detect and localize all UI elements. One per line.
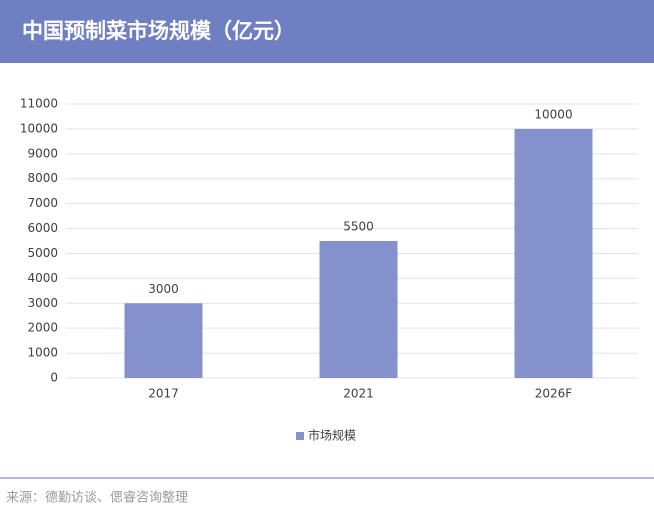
x-tick-label: 2026F <box>535 387 573 401</box>
bar <box>124 303 203 378</box>
y-tick-label: 5000 <box>27 246 58 260</box>
y-tick-label: 11000 <box>20 97 58 111</box>
y-tick-label: 2000 <box>27 321 58 335</box>
x-tick-label: 2017 <box>148 387 179 401</box>
value-label: 5500 <box>343 220 374 234</box>
y-tick-label: 8000 <box>27 171 58 185</box>
source-note: 来源：德勤访谈、偲睿咨询整理 <box>6 491 188 506</box>
y-tick-label: 4000 <box>27 271 58 285</box>
y-tick-label: 1000 <box>27 346 58 360</box>
legend-label: 市场规模 <box>308 428 356 443</box>
header-band <box>0 0 654 63</box>
legend-swatch <box>296 432 304 440</box>
x-tick-label: 2021 <box>343 387 374 401</box>
y-tick-label: 7000 <box>27 196 58 210</box>
chart-title: 中国预制菜市场规模（亿元） <box>22 19 295 43</box>
y-tick-label: 0 <box>50 371 58 385</box>
bar <box>514 128 593 378</box>
value-label: 10000 <box>534 107 572 121</box>
y-tick-label: 6000 <box>27 221 58 235</box>
y-tick-label: 3000 <box>27 296 58 310</box>
y-tick-label: 10000 <box>20 121 58 135</box>
bar <box>319 241 398 378</box>
y-tick-label: 9000 <box>27 146 58 160</box>
value-label: 3000 <box>148 282 179 296</box>
